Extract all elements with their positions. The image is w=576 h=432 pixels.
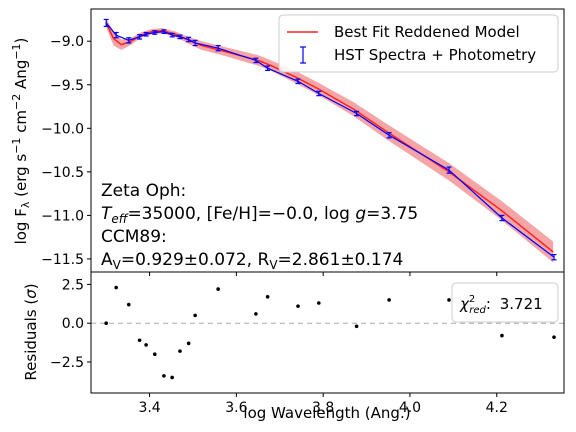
main-panel: −9.0 −9.5 −10.0 −10.5 −11.0 −11.5 log Fλ (erg…	[10, 8, 565, 276]
main-y-axis-label: log Fλ (erg s−1 cm−2 Ang−1)	[10, 38, 32, 245]
data-point	[152, 30, 158, 35]
residual-point	[552, 335, 556, 339]
residual-point	[144, 343, 148, 347]
legend-box	[278, 14, 559, 73]
data-point	[161, 29, 167, 34]
data-point	[192, 39, 198, 47]
residual-point	[104, 321, 108, 325]
residual-point	[216, 287, 220, 291]
data-series-group	[103, 18, 557, 261]
annotation-star-name: Zeta Oph:	[101, 181, 186, 201]
data-point	[446, 166, 452, 174]
data-point	[265, 65, 271, 71]
fit-annotation: Zeta Oph: Teff=35000, [Fe/H]=−0.0, log g…	[101, 181, 418, 272]
data-point	[126, 37, 132, 44]
residuals-x-ticks: 3.4 3.6 3.8 4.0 4.2	[138, 393, 508, 416]
residual-point	[126, 302, 131, 307]
y-tick-label: 0.0	[62, 316, 84, 332]
legend-data-swatch	[300, 46, 306, 64]
residual-point	[317, 301, 321, 305]
x-axis-label: log Wavelength (Ang.)	[243, 404, 410, 422]
residual-point	[193, 313, 197, 318]
data-point	[177, 34, 183, 40]
data-point	[499, 214, 505, 222]
y-tick-label: −9.5	[50, 78, 84, 94]
y-tick-label: −2.5	[50, 355, 84, 371]
data-point	[169, 32, 175, 38]
residual-point	[152, 352, 157, 357]
x-tick-label: 3.6	[225, 400, 247, 416]
data-point	[103, 18, 109, 28]
data-point	[186, 36, 192, 43]
residual-point	[114, 285, 118, 290]
x-tick-label: 4.2	[486, 400, 508, 416]
residual-point	[162, 374, 166, 378]
data-point	[386, 132, 392, 139]
x-tick-label: 3.8	[312, 400, 334, 416]
residual-point	[178, 349, 182, 353]
y-tick-label: −11.0	[41, 208, 84, 224]
annotation-stellar-params: Teff=35000, [Fe/H]=−0.0, log g=3.75	[101, 204, 418, 226]
y-tick-label: −11.5	[41, 252, 84, 268]
main-y-ticks: −9.0 −9.5 −10.0 −10.5 −11.0 −11.5	[41, 34, 91, 268]
data-point	[253, 57, 259, 64]
chi2-box: χ2 red: 3.721	[451, 282, 559, 323]
residual-point	[354, 324, 359, 329]
model-line	[105, 22, 554, 253]
legend-model-label: Best Fit Reddened Model	[334, 23, 520, 41]
data-point	[551, 253, 557, 261]
y-tick-label: −10.5	[41, 165, 84, 181]
residual-point	[137, 338, 142, 343]
chi2-box-frame	[451, 282, 559, 323]
residual-point	[254, 312, 258, 316]
residual-point	[387, 298, 391, 302]
annotation-extinction-law: CCM89:	[101, 227, 167, 247]
legend: Best Fit Reddened Model HST Spectra + Ph…	[278, 14, 559, 73]
data-point	[295, 78, 301, 85]
residual-point	[170, 375, 174, 380]
legend-data-label: HST Spectra + Photometry	[334, 46, 536, 64]
residuals-axes-frame	[90, 271, 565, 394]
chi2-label: χ2 red: 3.721	[459, 294, 543, 316]
main-x-ticks	[149, 272, 498, 276]
data-point	[143, 31, 149, 37]
residuals-panel: 2.5 0.0 −2.5 3.4 3.6 3.8 4.0 4.2 Residuals (σ)…	[22, 271, 565, 422]
residual-point	[447, 298, 451, 302]
x-tick-label: 3.4	[138, 400, 160, 416]
data-point	[215, 44, 221, 52]
residual-point	[500, 333, 504, 338]
y-tick-label: −9.0	[50, 34, 84, 50]
residuals-y-ticks: 2.5 0.0 −2.5	[50, 277, 91, 371]
annotation-extinction-params: AV=0.929±0.072, RV=2.861±0.174	[101, 250, 403, 272]
residual-point	[186, 341, 191, 346]
residuals-y-axis-label: Residuals (σ)	[22, 283, 40, 380]
residual-point	[265, 295, 270, 299]
x-tick-label: 4.0	[399, 400, 421, 416]
residual-points-group	[104, 285, 556, 380]
data-point	[137, 34, 143, 40]
residual-point	[296, 304, 300, 308]
y-tick-label: −10.0	[41, 121, 84, 137]
data-point	[354, 110, 360, 117]
y-tick-label: 2.5	[62, 277, 84, 293]
model-line-group	[105, 22, 554, 253]
data-point	[316, 90, 322, 97]
data-point	[113, 31, 119, 39]
